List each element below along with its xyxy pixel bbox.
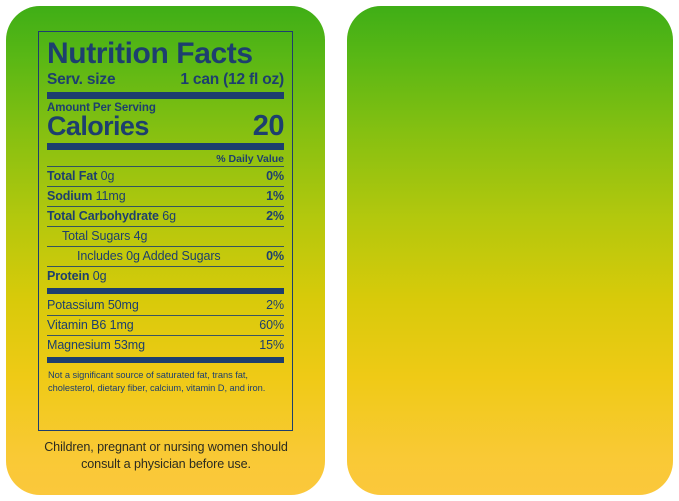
nutrient-amount: 11mg <box>95 189 126 203</box>
nutrient-name: Total Fat 0g <box>47 169 115 183</box>
nutrient-dv: 0% <box>266 169 284 183</box>
nutrient-name: Total Sugars 4g <box>62 229 148 243</box>
micronutrient-dv: 2% <box>266 298 284 312</box>
divider-thick-bottom <box>47 356 284 363</box>
divider-thick-protein <box>47 287 284 294</box>
ingredients-panel: INGREDIENTS: filtered water, lime tea in… <box>347 6 673 495</box>
nutrition-facts-title: Nutrition Facts <box>47 37 253 70</box>
divider-line <box>47 205 284 207</box>
micronutrient-dv: 60% <box>259 318 284 332</box>
micronutrient-name: Vitamin B6 1mg <box>47 318 134 332</box>
micronutrient-row-magnesium: Magnesium 53mg 15% <box>47 336 284 355</box>
nutrient-amount: 4g <box>133 229 148 243</box>
nutrient-amount: 0g <box>100 169 115 183</box>
nutrition-facts-box: Nutrition Facts Serv. size 1 can (12 fl … <box>38 31 293 431</box>
nutrient-name: Total Carbohydrate 6g <box>47 209 176 223</box>
nutrient-row-total-sugars: Total Sugars 4g <box>47 227 284 246</box>
nutrient-row-sodium: Sodium 11mg 1% <box>47 187 284 206</box>
nutrient-name: Includes 0g Added Sugars <box>77 249 221 263</box>
micronutrient-name: Magnesium 53mg <box>47 338 145 352</box>
calories-row: Calories 20 <box>47 109 285 143</box>
nutrient-amount: 0g <box>92 269 107 283</box>
divider-line <box>47 334 284 336</box>
nutrition-panel: Nutrition Facts Serv. size 1 can (12 fl … <box>6 6 325 495</box>
serving-size-value: 1 can (12 fl oz) <box>180 70 284 88</box>
micronutrient-row-vitamin-b6: Vitamin B6 1mg 60% <box>47 316 284 335</box>
micronutrient-name: Potassium 50mg <box>47 298 139 312</box>
amount-per-serving-label: Amount Per Serving <box>47 101 156 114</box>
nutrient-amount: 6g <box>162 209 176 223</box>
divider-line <box>47 225 284 227</box>
nutrient-name: Sodium 11mg <box>47 189 126 203</box>
nutrient-dv: 0% <box>266 249 284 263</box>
divider-thick-top <box>47 91 284 99</box>
serving-size-label: Serv. size <box>47 70 116 88</box>
divider-line <box>47 245 284 247</box>
nutrient-row-total-carbohydrate: Total Carbohydrate 6g 2% <box>47 207 284 226</box>
nutrient-dv: 2% <box>266 209 284 223</box>
divider-line <box>47 165 284 167</box>
micronutrient-row-potassium: Potassium 50mg 2% <box>47 296 284 315</box>
nutrient-row-protein: Protein 0g <box>47 267 284 286</box>
daily-value-header: % Daily Value <box>216 152 284 165</box>
nutrition-footnote: Not a significant source of saturated fa… <box>48 369 266 393</box>
nutrient-name: Protein 0g <box>47 269 107 283</box>
calories-value: 20 <box>252 109 285 142</box>
nutrient-row-total-fat: Total Fat 0g 0% <box>47 167 284 186</box>
nutrient-dv: 1% <box>266 189 284 203</box>
divider-thick-calories <box>47 142 284 150</box>
divider-line <box>47 265 284 267</box>
micronutrient-dv: 15% <box>259 338 284 352</box>
advisory-text: Children, pregnant or nursing women shou… <box>44 440 288 471</box>
calories-label: Calories <box>47 110 149 141</box>
divider-line <box>47 314 284 316</box>
divider-line <box>47 185 284 187</box>
nutrient-row-added-sugars: Includes 0g Added Sugars 0% <box>47 247 284 266</box>
serving-size-row: Serv. size 1 can (12 fl oz) <box>47 71 284 89</box>
